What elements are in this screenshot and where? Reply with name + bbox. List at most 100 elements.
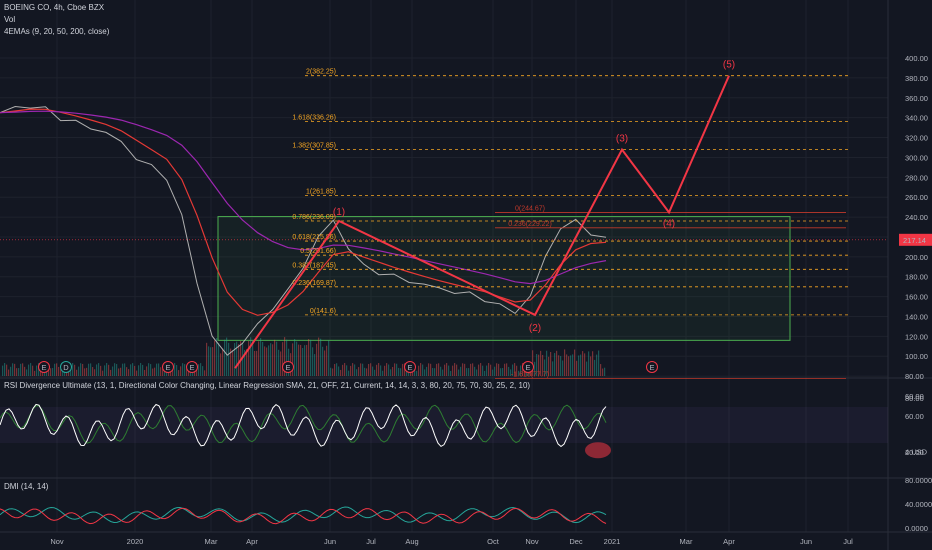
volume-bar xyxy=(444,364,446,376)
volume-bar xyxy=(82,363,84,376)
volume-bar xyxy=(110,369,112,376)
volume-bar xyxy=(514,363,516,376)
volume-bar xyxy=(56,363,58,376)
volume-bar xyxy=(540,350,542,376)
price-axis-tick: 340.00 xyxy=(905,114,928,123)
volume-bar xyxy=(384,365,386,376)
volume-bar xyxy=(14,363,16,376)
volume-bar xyxy=(254,350,256,376)
volume-bar xyxy=(382,370,384,376)
volume-bar xyxy=(470,363,472,376)
volume-bar xyxy=(144,369,146,376)
volume-bar xyxy=(134,365,136,376)
price-axis-tick: 400.00 xyxy=(905,54,928,63)
volume-bar xyxy=(104,365,106,376)
volume-bar xyxy=(460,366,462,376)
volume-bar xyxy=(226,337,228,376)
volume-bar xyxy=(304,345,306,376)
volume-bar xyxy=(436,363,438,376)
volume-bar xyxy=(602,368,604,376)
volume-bar xyxy=(516,365,518,376)
earnings-marker: E xyxy=(646,361,658,373)
volume-bar xyxy=(22,363,24,376)
volume-bar xyxy=(512,364,514,376)
volume-bar xyxy=(568,356,570,376)
volume-bar xyxy=(120,367,122,376)
ema-line-slow xyxy=(0,110,607,285)
volume-bar xyxy=(178,370,180,376)
volume-bar xyxy=(550,351,552,376)
volume-bar xyxy=(358,367,360,376)
volume-bar xyxy=(314,354,316,376)
volume-bar xyxy=(296,341,298,376)
volume-bar xyxy=(450,370,452,376)
volume-bar xyxy=(74,364,76,376)
earnings-marker-label: D xyxy=(63,363,69,372)
volume-bar xyxy=(430,363,432,376)
volume-bar xyxy=(324,350,326,376)
volume-bar xyxy=(434,368,436,376)
fib-level-label: 0.382(187.45) xyxy=(292,262,336,269)
volume-bar xyxy=(174,363,176,376)
volume-bar xyxy=(282,342,284,376)
volume-bar xyxy=(320,338,322,376)
price-axis-tick: 300.00 xyxy=(905,153,928,162)
volume-bar xyxy=(496,363,498,376)
volume-bar xyxy=(268,345,270,376)
volume-bar xyxy=(176,364,178,376)
price-axis-tick: 280.00 xyxy=(905,173,928,182)
volume-bar xyxy=(566,354,568,376)
earnings-marker: E xyxy=(186,361,198,373)
price-axis-tick: 120.00 xyxy=(905,332,928,341)
volume-bar xyxy=(372,366,374,376)
volume-bar xyxy=(402,363,404,376)
volume-bar xyxy=(582,351,584,376)
volume-bar xyxy=(36,365,38,376)
volume-bar xyxy=(364,367,366,376)
volume-bar xyxy=(560,356,562,376)
volume-bar xyxy=(170,370,172,376)
volume-bar xyxy=(142,364,144,376)
volume-bar xyxy=(206,342,208,376)
volume-bar xyxy=(466,368,468,376)
volume-bar xyxy=(576,360,578,376)
volume-bar xyxy=(342,364,344,376)
volume-bar xyxy=(360,363,362,376)
dmi-axis-tick: 0.0000 xyxy=(905,524,928,533)
wave-label: (4) xyxy=(663,218,675,229)
volume-bar xyxy=(480,363,482,376)
earnings-marker: E xyxy=(404,361,416,373)
volume-bar xyxy=(446,363,448,376)
volume-bar xyxy=(348,370,350,376)
time-axis-tick: Jun xyxy=(800,537,812,546)
volume-bar xyxy=(572,354,574,376)
volume-bar xyxy=(32,365,34,376)
last-price-tag xyxy=(899,233,932,246)
volume-bar xyxy=(210,347,212,376)
volume-bar xyxy=(186,368,188,376)
volume-bar xyxy=(492,369,494,376)
volume-bar xyxy=(72,363,74,376)
volume-bar xyxy=(590,356,592,376)
volume-bar xyxy=(200,363,202,376)
volume-bar xyxy=(112,366,114,376)
dmi-axis-tick: 40.0000 xyxy=(905,500,932,509)
volume-bar xyxy=(212,347,214,376)
volume-bar xyxy=(308,339,310,376)
volume-bar xyxy=(440,366,442,376)
volume-bar xyxy=(580,354,582,376)
volume-bar xyxy=(392,366,394,376)
volume-bar xyxy=(504,363,506,376)
ema-label: 4EMAs (9, 20, 50, 200, close) xyxy=(4,27,110,36)
time-axis-tick: 2020 xyxy=(127,537,144,546)
earnings-marker-circle xyxy=(186,361,198,373)
time-axis-tick: Nov xyxy=(525,537,539,546)
volume-bar xyxy=(220,353,222,376)
fib-level-label: 0.618(215.86) xyxy=(292,234,336,241)
volume-bar xyxy=(286,339,288,376)
earnings-marker: D xyxy=(60,361,72,373)
fib-level-label: 0.236(169.87) xyxy=(292,280,336,287)
time-axis-tick: Jul xyxy=(843,537,853,546)
volume-bar xyxy=(340,369,342,376)
